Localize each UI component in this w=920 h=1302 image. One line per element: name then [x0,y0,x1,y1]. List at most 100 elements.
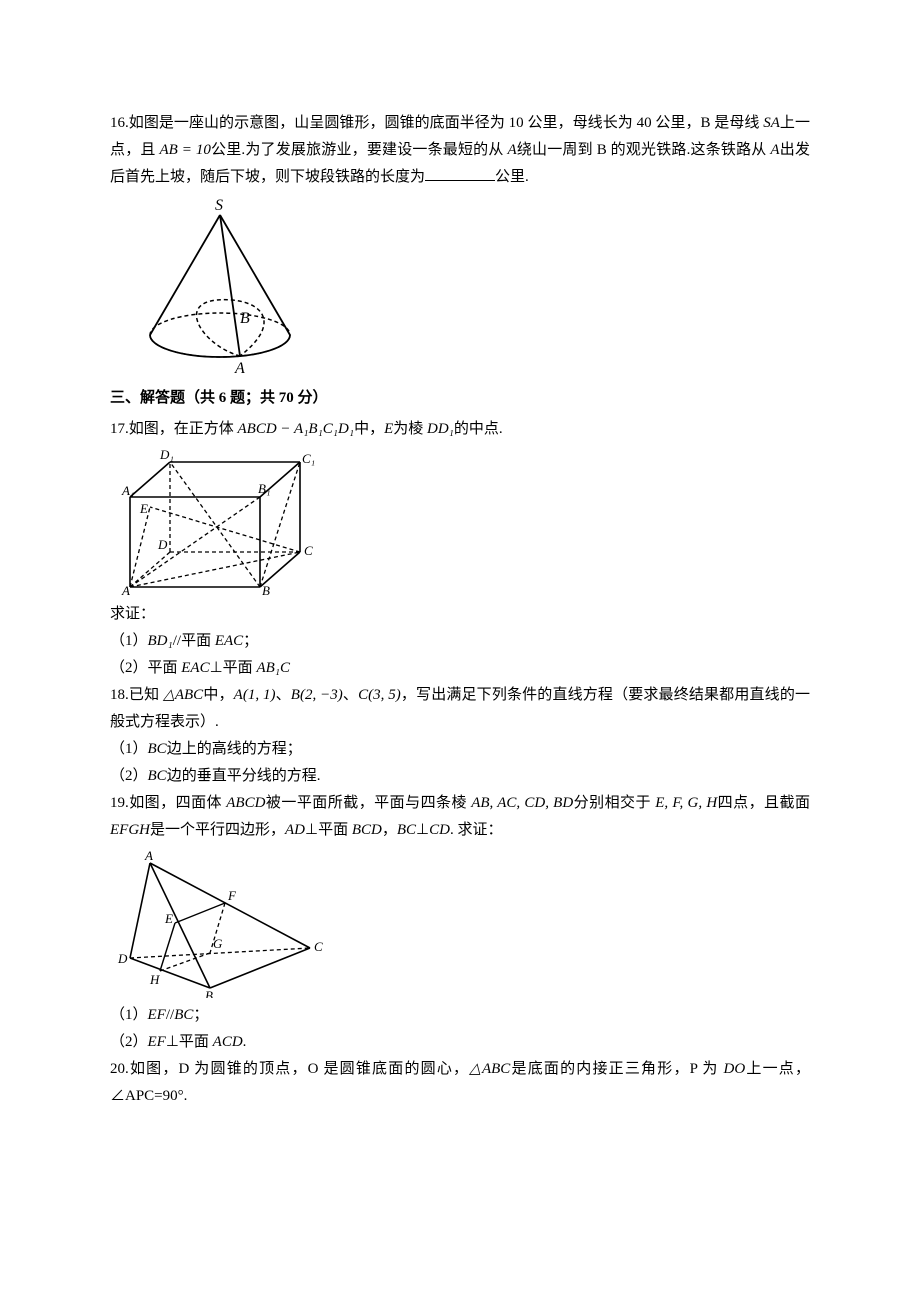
q19-figure: A D B C E F G H [110,848,810,998]
q17-figure: A₁ B₁ C₁ D₁ A B C D E [110,447,810,597]
q17-p1: （1）BD₁//平面 EAC； [110,628,810,655]
q17-part-b: 中， [354,421,384,437]
q19-efgh: EFGH [110,822,150,838]
q18-sep1: 、 [275,687,290,703]
q18-p1a: （1） [110,741,148,757]
q19-pts: E, F, G, H [655,795,717,811]
q19-acd: ACD [213,1034,243,1050]
q16-part-d: 绕山一周到 B 的观光铁路.这条铁路从 [517,142,771,158]
q19-p1c: ； [193,1007,208,1023]
q19-edges: AB, AC, CD, BD [471,795,573,811]
q18-part-a: 18.已知 [110,687,163,703]
q18-part-b: 中， [203,687,233,703]
q18-pB: B(2, −3) [291,687,343,703]
q19-p2a: （2） [110,1034,148,1050]
svg-text:F: F [227,888,237,903]
q16-figure: S B A [110,195,810,375]
q17-p2: （2）平面 EAC⊥平面 AB₁C [110,655,810,682]
q19-part-e: 是一个平行四边形， [150,822,285,838]
svg-text:D: D [117,951,128,966]
q17-eac2: EAC [181,660,209,676]
q18-bc2: BC [148,768,167,784]
q17-dd1: DD₁ [427,421,454,437]
q17-text: 17.如图，在正方体 ABCD − A₁B₁C₁D₁中，E为棱 DD₁的中点. [110,416,810,443]
q19-p1b: // [166,1007,174,1023]
q19-part-g: . 求证： [450,822,503,838]
q19-p1: （1）EF//BC； [110,1002,810,1029]
q18-p2: （2）BC边的垂直平分线的方程. [110,763,810,790]
q17-part-c: 为棱 [393,421,427,437]
q18-p2b: 边的垂直平分线的方程. [167,768,321,784]
q20-part-b: 是底面的内接正三角形，P 为 [510,1061,723,1077]
svg-text:A: A [144,848,153,863]
q16-a2: A [770,142,779,158]
q19-part-b: 被一平面所截，平面与四条棱 [265,795,471,811]
section-three-header: 三、解答题（共 6 题；共 70 分） [110,385,810,412]
q17-part-d: 的中点. [454,421,503,437]
svg-text:B: B [262,583,270,597]
q17-e: E [384,421,393,437]
q19-perp: ⊥ [416,822,429,838]
q18-pC: C(3, 5) [358,687,401,703]
q19-part-c: 分别相交于 [573,795,655,811]
q19-bcd: BCD [352,822,382,838]
svg-text:C₁: C₁ [302,451,315,466]
q18-text: 18.已知 △ABC中，A(1, 1)、B(2, −3)、C(3, 5)，写出满… [110,682,810,736]
q16-suffix: 公里. [495,169,529,185]
q19-text: 19.如图，四面体 ABCD被一平面所截，平面与四条棱 AB, AC, CD, … [110,790,810,844]
q20-part-a: 20.如图，D 为圆锥的顶点，O 是圆锥底面的圆心， [110,1061,469,1077]
svg-text:E: E [139,501,148,516]
q19-p2b: ⊥平面 [166,1034,213,1050]
q16-part-a: 16.如图是一座山的示意图，山呈圆锥形，圆锥的底面半径为 10 公里，母线长为 … [110,115,763,131]
svg-text:E: E [164,911,173,926]
q17-cube: ABCD − A₁B₁C₁D₁ [238,421,355,437]
q17-p2b: ⊥平面 [210,660,257,676]
svg-text:H: H [149,972,160,987]
q19-part-a: 19.如图，四面体 [110,795,226,811]
q16-blank [425,165,495,181]
svg-text:C: C [314,939,323,954]
q19-comma: ， [382,822,397,838]
q18-tri: △ABC [163,687,203,703]
q17-part-a: 17.如图，在正方体 [110,421,238,437]
svg-text:G: G [213,936,223,951]
q17-ab1c: AB₁C [256,660,290,676]
q19-bc2: BC [174,1007,193,1023]
svg-text:A: A [121,583,130,597]
q17-eac1: EAC [215,633,243,649]
q17-bd1: BD₁ [148,633,173,649]
q17-p1b: //平面 [173,633,215,649]
q19-ef2: EF [148,1034,166,1050]
svg-text:A₁: A₁ [121,483,134,498]
q18-p1: （1）BC边上的高线的方程； [110,736,810,763]
q16-part-c: 公里.为了发展旅游业，要建设一条最短的从 [211,142,508,158]
q19-cd: CD [429,822,450,838]
q17-p2a: （2）平面 [110,660,181,676]
q18-bc1: BC [148,741,167,757]
q17-p1a: （1） [110,633,148,649]
page-content: 16.如图是一座山的示意图，山呈圆锥形，圆锥的底面半径为 10 公里，母线长为 … [0,0,920,1190]
svg-text:B: B [205,988,213,998]
q20-tri: △ABC [469,1061,510,1077]
q19-abcd: ABCD [226,795,265,811]
svg-text:D: D [157,537,168,552]
q16-a: A [507,142,516,158]
svg-text:B₁: B₁ [258,481,270,496]
svg-text:B: B [240,310,250,327]
q17-p1c: ； [243,633,258,649]
svg-text:A: A [234,360,245,375]
q17-prove: 求证： [110,601,810,628]
q16-ab: AB = 10 [160,142,211,158]
q18-p2a: （2） [110,768,148,784]
q18-sep2: 、 [343,687,358,703]
q20-text: 20.如图，D 为圆锥的顶点，O 是圆锥底面的圆心，△ABC是底面的内接正三角形… [110,1056,810,1110]
q19-ef1: EF [148,1007,166,1023]
q19-bc: BC [397,822,416,838]
q18-pA: A(1, 1) [234,687,276,703]
q19-part-d: 四点，且截面 [717,795,810,811]
q18-p1b: 边上的高线的方程； [167,741,302,757]
q16-text: 16.如图是一座山的示意图，山呈圆锥形，圆锥的底面半径为 10 公里，母线长为 … [110,110,810,191]
q16-sa: SA [763,115,780,131]
q19-ad: AD [285,822,305,838]
q19-p2c: . [243,1034,247,1050]
